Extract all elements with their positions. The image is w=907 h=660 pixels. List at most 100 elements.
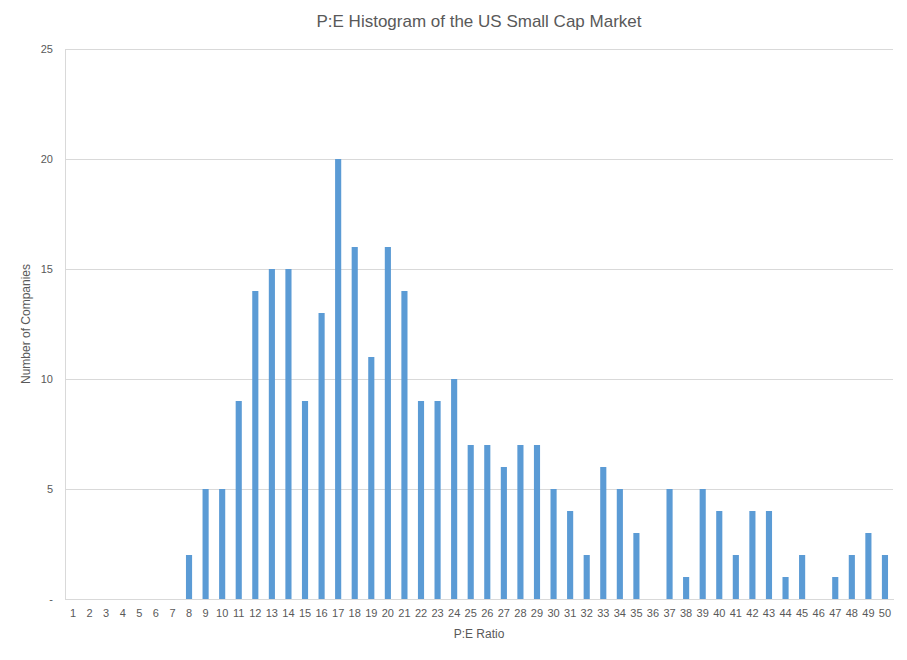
grid-line <box>65 49 893 50</box>
x-tick: 28 <box>514 599 526 619</box>
bar <box>87 599 93 600</box>
x-tick: 45 <box>796 599 808 619</box>
x-tick: 12 <box>249 599 261 619</box>
x-tick-label: 34 <box>614 607 626 619</box>
x-tick-label: 21 <box>398 607 410 619</box>
bar <box>203 489 209 599</box>
y-tick-label: 15 <box>41 263 53 275</box>
x-tick-label: 48 <box>846 607 858 619</box>
bar <box>799 555 805 599</box>
x-tick-label: 17 <box>332 607 344 619</box>
bar <box>849 555 855 599</box>
x-tick: 11 <box>233 599 244 619</box>
x-tick-label: 7 <box>169 607 175 619</box>
x-tick-label: 36 <box>647 607 659 619</box>
x-tick-label: 26 <box>481 607 493 619</box>
bar <box>683 577 689 599</box>
x-tick: 27 <box>498 599 510 619</box>
x-tick: 43 <box>763 599 775 619</box>
x-tick-label: 23 <box>431 607 443 619</box>
x-tick-label: 30 <box>547 607 559 619</box>
bar <box>733 555 739 599</box>
x-tick: 26 <box>481 599 493 619</box>
bar <box>567 511 573 599</box>
bar <box>865 533 871 599</box>
chart: -510152025123456789101112131415161718192… <box>0 0 907 660</box>
x-tick: 47 <box>829 599 841 619</box>
bar <box>633 533 639 599</box>
x-tick-label: 49 <box>862 607 874 619</box>
x-tick: 29 <box>531 599 543 619</box>
y-tick: 25 <box>41 43 65 55</box>
x-axis-title: P:E Ratio <box>454 627 505 641</box>
bar <box>832 577 838 599</box>
x-tick: 1 <box>70 599 76 619</box>
bar <box>550 489 556 599</box>
x-tick-label: 39 <box>697 607 709 619</box>
x-tick: 31 <box>564 599 576 619</box>
x-tick-label: 46 <box>813 607 825 619</box>
bar <box>484 445 490 599</box>
x-tick-label: 41 <box>730 607 742 619</box>
x-tick: 19 <box>365 599 377 619</box>
bar <box>418 401 424 599</box>
x-tick-label: 44 <box>779 607 791 619</box>
bars <box>186 159 888 599</box>
bar <box>666 489 672 599</box>
grid-line <box>65 159 893 160</box>
x-tick: 5 <box>136 599 142 619</box>
y-tick: 15 <box>41 263 65 275</box>
x-tick-label: 13 <box>266 607 278 619</box>
x-tick-label: 4 <box>120 607 126 619</box>
grid-line <box>65 269 893 270</box>
x-tick-label: 35 <box>630 607 642 619</box>
y-tick: 20 <box>41 153 65 165</box>
y-tick-label: 25 <box>41 43 53 55</box>
bar <box>534 445 540 599</box>
bar <box>584 555 590 599</box>
bar <box>236 401 242 599</box>
title: P:E Histogram of the US Small Cap Market <box>316 12 641 31</box>
x-tick: 38 <box>680 599 692 619</box>
x-tick: 23 <box>431 599 443 619</box>
bar <box>716 511 722 599</box>
x-tick: 22 <box>415 599 427 619</box>
x-tick-label: 18 <box>349 607 361 619</box>
bar <box>219 489 225 599</box>
bar <box>882 555 888 599</box>
grid-line <box>65 379 893 380</box>
x-tick-label: 40 <box>713 607 725 619</box>
x-tick-label: 43 <box>763 607 775 619</box>
bar <box>335 159 341 599</box>
bar <box>302 401 308 599</box>
bar <box>468 445 474 599</box>
bar <box>385 247 391 599</box>
bar <box>517 445 523 599</box>
bar <box>136 599 142 600</box>
bar <box>153 599 159 600</box>
x-tick: 13 <box>266 599 278 619</box>
x-tick: 41 <box>730 599 742 619</box>
x-tick-label: 27 <box>498 607 510 619</box>
bar <box>749 511 755 599</box>
x-tick: 6 <box>153 599 159 619</box>
bar <box>650 599 656 600</box>
y-tick-label: 10 <box>41 373 53 385</box>
x-tick-label: 28 <box>514 607 526 619</box>
x-tick: 21 <box>398 599 410 619</box>
bar <box>269 269 275 599</box>
x-tick: 33 <box>597 599 609 619</box>
x-tick: 14 <box>282 599 294 619</box>
x-tick: 37 <box>663 599 675 619</box>
x-tick-label: 50 <box>879 607 891 619</box>
bar <box>285 269 291 599</box>
bar <box>120 599 126 600</box>
x-tick: 9 <box>203 599 209 619</box>
y-tick: 10 <box>41 373 65 385</box>
x-tick: 40 <box>713 599 725 619</box>
x-tick-label: 22 <box>415 607 427 619</box>
x-tick-label: 42 <box>746 607 758 619</box>
x-tick-label: 25 <box>465 607 477 619</box>
x-tick-label: 31 <box>564 607 576 619</box>
x-tick-label: 3 <box>103 607 109 619</box>
